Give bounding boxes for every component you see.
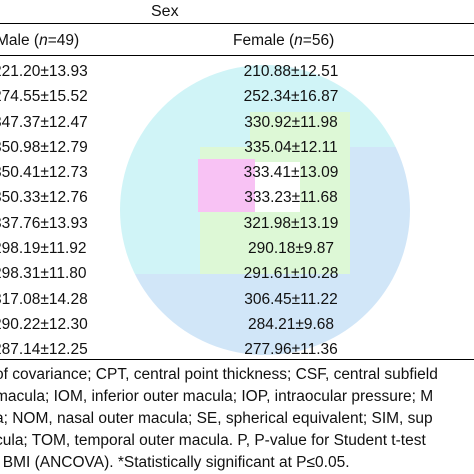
male-value: 317.08±14.28 bbox=[0, 290, 88, 308]
male-value: 337.76±13.93 bbox=[0, 214, 88, 232]
footnote-line: of covariance; CPT, central point thickn… bbox=[0, 366, 438, 383]
male-value: 298.31±11.80 bbox=[0, 265, 87, 283]
female-value: 335.04±12.11 bbox=[244, 138, 338, 156]
table-row: 347.37±12.47 330.92±11.98 bbox=[0, 111, 474, 136]
table-row: 287.14±12.25 277.96±11.36 bbox=[0, 338, 474, 363]
male-value: 290.22±12.30 bbox=[0, 315, 88, 333]
inner-bottom-region bbox=[230, 212, 350, 274]
footnote-line: a; NOM, nasal outer macula; SE, spherica… bbox=[0, 410, 433, 427]
female-value: 277.96±11.36 bbox=[244, 341, 338, 359]
male-value: 274.55±15.52 bbox=[0, 88, 88, 106]
table-top-rule bbox=[0, 23, 474, 24]
central-subfield-region bbox=[198, 159, 255, 212]
female-value: 252.34±16.87 bbox=[243, 88, 339, 106]
table-bottom-rule bbox=[0, 359, 474, 360]
male-column-header: Male (n=49) bbox=[0, 32, 80, 49]
footnote-line: macula; IOM, inferior outer macula; IOP,… bbox=[0, 388, 434, 405]
table-row: 350.33±12.76 333.23±11.68 bbox=[0, 186, 474, 211]
female-value: 330.92±11.98 bbox=[244, 113, 338, 131]
table-row: 350.98±12.79 335.04±12.11 bbox=[0, 136, 474, 161]
n-symbol: n bbox=[294, 32, 303, 49]
table-row: 317.08±14.28 306.45±11.22 bbox=[0, 288, 474, 313]
n-symbol: n bbox=[39, 32, 48, 49]
female-value: 284.21±9.68 bbox=[247, 315, 335, 333]
header-bottom-rule bbox=[0, 55, 474, 56]
sex-group-header: Sex bbox=[151, 3, 179, 20]
table-row: 337.76±13.93 321.98±13.19 bbox=[0, 212, 474, 237]
female-value: 291.61±10.28 bbox=[243, 265, 339, 283]
outer-left-region bbox=[120, 147, 200, 274]
table-row: 298.31±11.80 291.61±10.28 bbox=[0, 262, 474, 287]
female-value: 210.88±12.51 bbox=[243, 63, 339, 80]
male-value: 347.37±12.47 bbox=[0, 113, 88, 131]
male-value: 350.98±12.79 bbox=[0, 138, 88, 156]
table-row: 290.22±12.30 284.21±9.68 bbox=[0, 313, 474, 338]
table-row: 350.41±12.73 333.41±13.09 bbox=[0, 161, 474, 186]
male-value: 350.41±12.73 bbox=[0, 164, 88, 182]
outer-right-region bbox=[350, 147, 410, 274]
footnote-line: l BMI (ANCOVA). *Statistically significa… bbox=[0, 454, 350, 471]
male-value: 350.33±12.76 bbox=[0, 189, 88, 207]
macula-diagram-watermark bbox=[120, 65, 410, 355]
female-value: 321.98±13.19 bbox=[243, 214, 339, 232]
female-value: 333.41±13.09 bbox=[243, 164, 339, 182]
footnote-line: cula; TOM, temporal outer macula. P, P-v… bbox=[0, 432, 426, 449]
female-value: 333.23±11.68 bbox=[244, 189, 338, 207]
table-row: 298.19±11.92 290.18±9.87 bbox=[0, 237, 474, 262]
female-value: 306.45±11.22 bbox=[244, 290, 338, 308]
table-footnote: of covariance; CPT, central point thickn… bbox=[0, 364, 474, 474]
table-row: 221.20±13.93 210.88±12.51 bbox=[0, 60, 474, 85]
male-value: 298.19±11.92 bbox=[0, 240, 87, 258]
male-value: 287.14±12.25 bbox=[0, 341, 88, 359]
table-row: 274.55±15.52 252.34±16.87 bbox=[0, 85, 474, 110]
female-column-header: Female (n=56) bbox=[233, 32, 335, 49]
female-value: 290.18±9.87 bbox=[247, 240, 335, 258]
table-body: 221.20±13.93 210.88±12.51 274.55±15.52 252… bbox=[0, 60, 474, 364]
male-value: 221.20±13.93 bbox=[0, 63, 88, 80]
